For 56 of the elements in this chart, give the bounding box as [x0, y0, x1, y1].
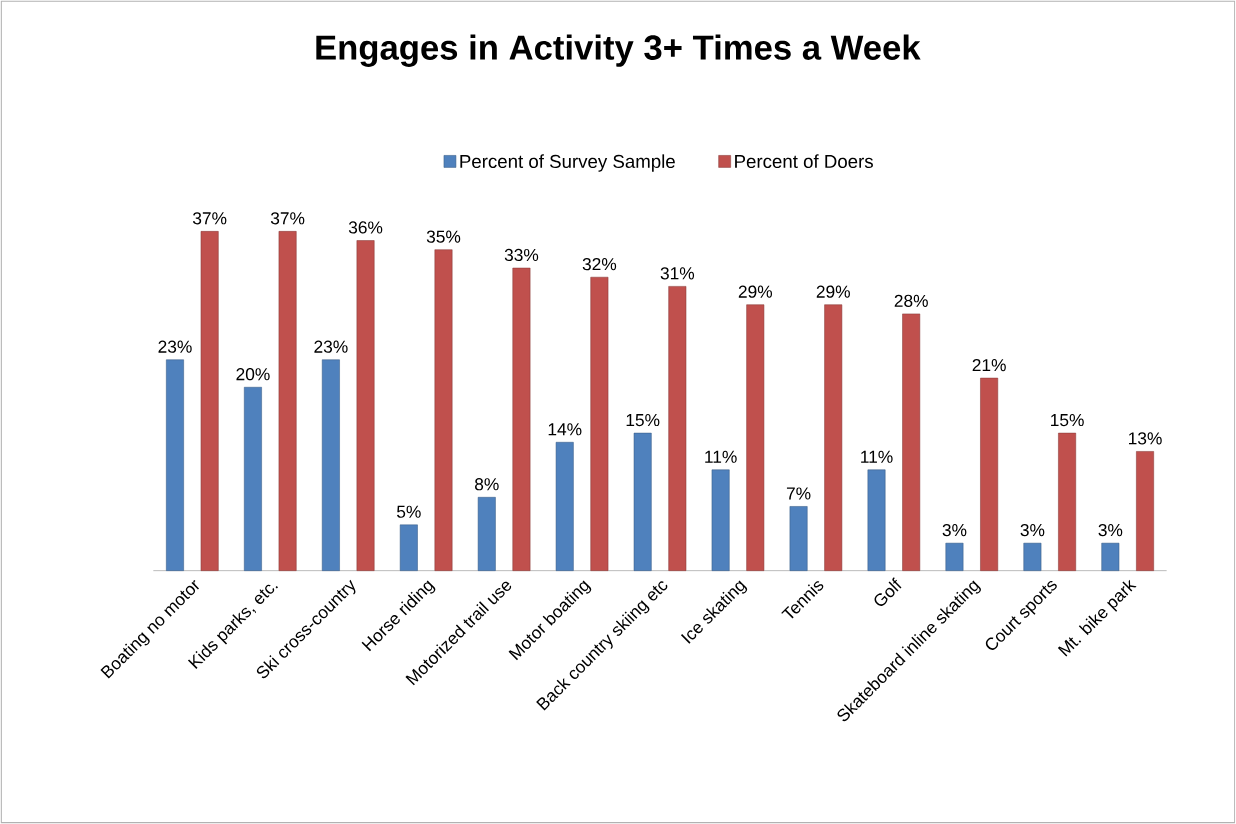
chart-title: Engages in Activity 3+ Times a Week	[316, 34, 921, 67]
data-label: 23%	[158, 340, 192, 353]
bar	[746, 304, 765, 571]
bar	[980, 377, 999, 571]
data-label: 35%	[426, 230, 461, 243]
bar	[668, 286, 687, 571]
bar	[945, 542, 964, 571]
data-label: 11%	[861, 450, 893, 463]
data-label: 29%	[816, 285, 850, 298]
bar	[824, 304, 843, 571]
bar	[512, 267, 531, 571]
data-label: 32%	[582, 258, 617, 271]
data-label: 31%	[660, 267, 695, 280]
bar	[278, 231, 297, 571]
bar	[789, 506, 808, 571]
x-tick-label: Golf	[874, 577, 902, 606]
data-label: 5%	[396, 505, 421, 518]
bar	[867, 469, 886, 571]
data-label: 37%	[270, 212, 305, 225]
bar	[166, 359, 184, 571]
data-label: 8%	[475, 478, 499, 491]
bar	[200, 231, 219, 571]
data-label: 3%	[942, 523, 967, 537]
bar	[434, 249, 453, 571]
bar	[399, 524, 418, 571]
data-label: 28%	[894, 294, 928, 307]
data-label: 11%	[705, 450, 737, 463]
bar	[633, 432, 652, 571]
bar	[902, 313, 921, 571]
bar	[356, 240, 375, 571]
bar	[477, 497, 496, 571]
bar	[321, 359, 340, 571]
bar	[1058, 432, 1077, 571]
data-label: 36%	[348, 221, 383, 234]
data-label: 15%	[1051, 413, 1084, 427]
bar	[244, 386, 262, 571]
data-label: 3%	[1020, 523, 1045, 537]
data-label: 23%	[314, 340, 348, 353]
data-label: 3%	[1098, 523, 1123, 537]
data-label: 15%	[626, 413, 660, 427]
data-label: 7%	[786, 487, 811, 500]
data-label: 37%	[192, 212, 227, 225]
bar	[1023, 542, 1042, 571]
data-label: 21%	[972, 358, 1006, 372]
data-label: 20%	[236, 368, 270, 381]
data-label: 13%	[1129, 432, 1162, 445]
bar	[1136, 451, 1154, 571]
bar	[1101, 542, 1120, 571]
bar	[590, 276, 609, 571]
data-label: 33%	[504, 248, 539, 262]
data-label: 14%	[548, 423, 582, 436]
legend-label: Percent of Survey Sample	[460, 154, 675, 172]
bar	[711, 469, 730, 571]
bar	[555, 442, 574, 571]
legend-label: Percent of Doers	[735, 154, 873, 169]
data-label: 29%	[738, 285, 773, 298]
